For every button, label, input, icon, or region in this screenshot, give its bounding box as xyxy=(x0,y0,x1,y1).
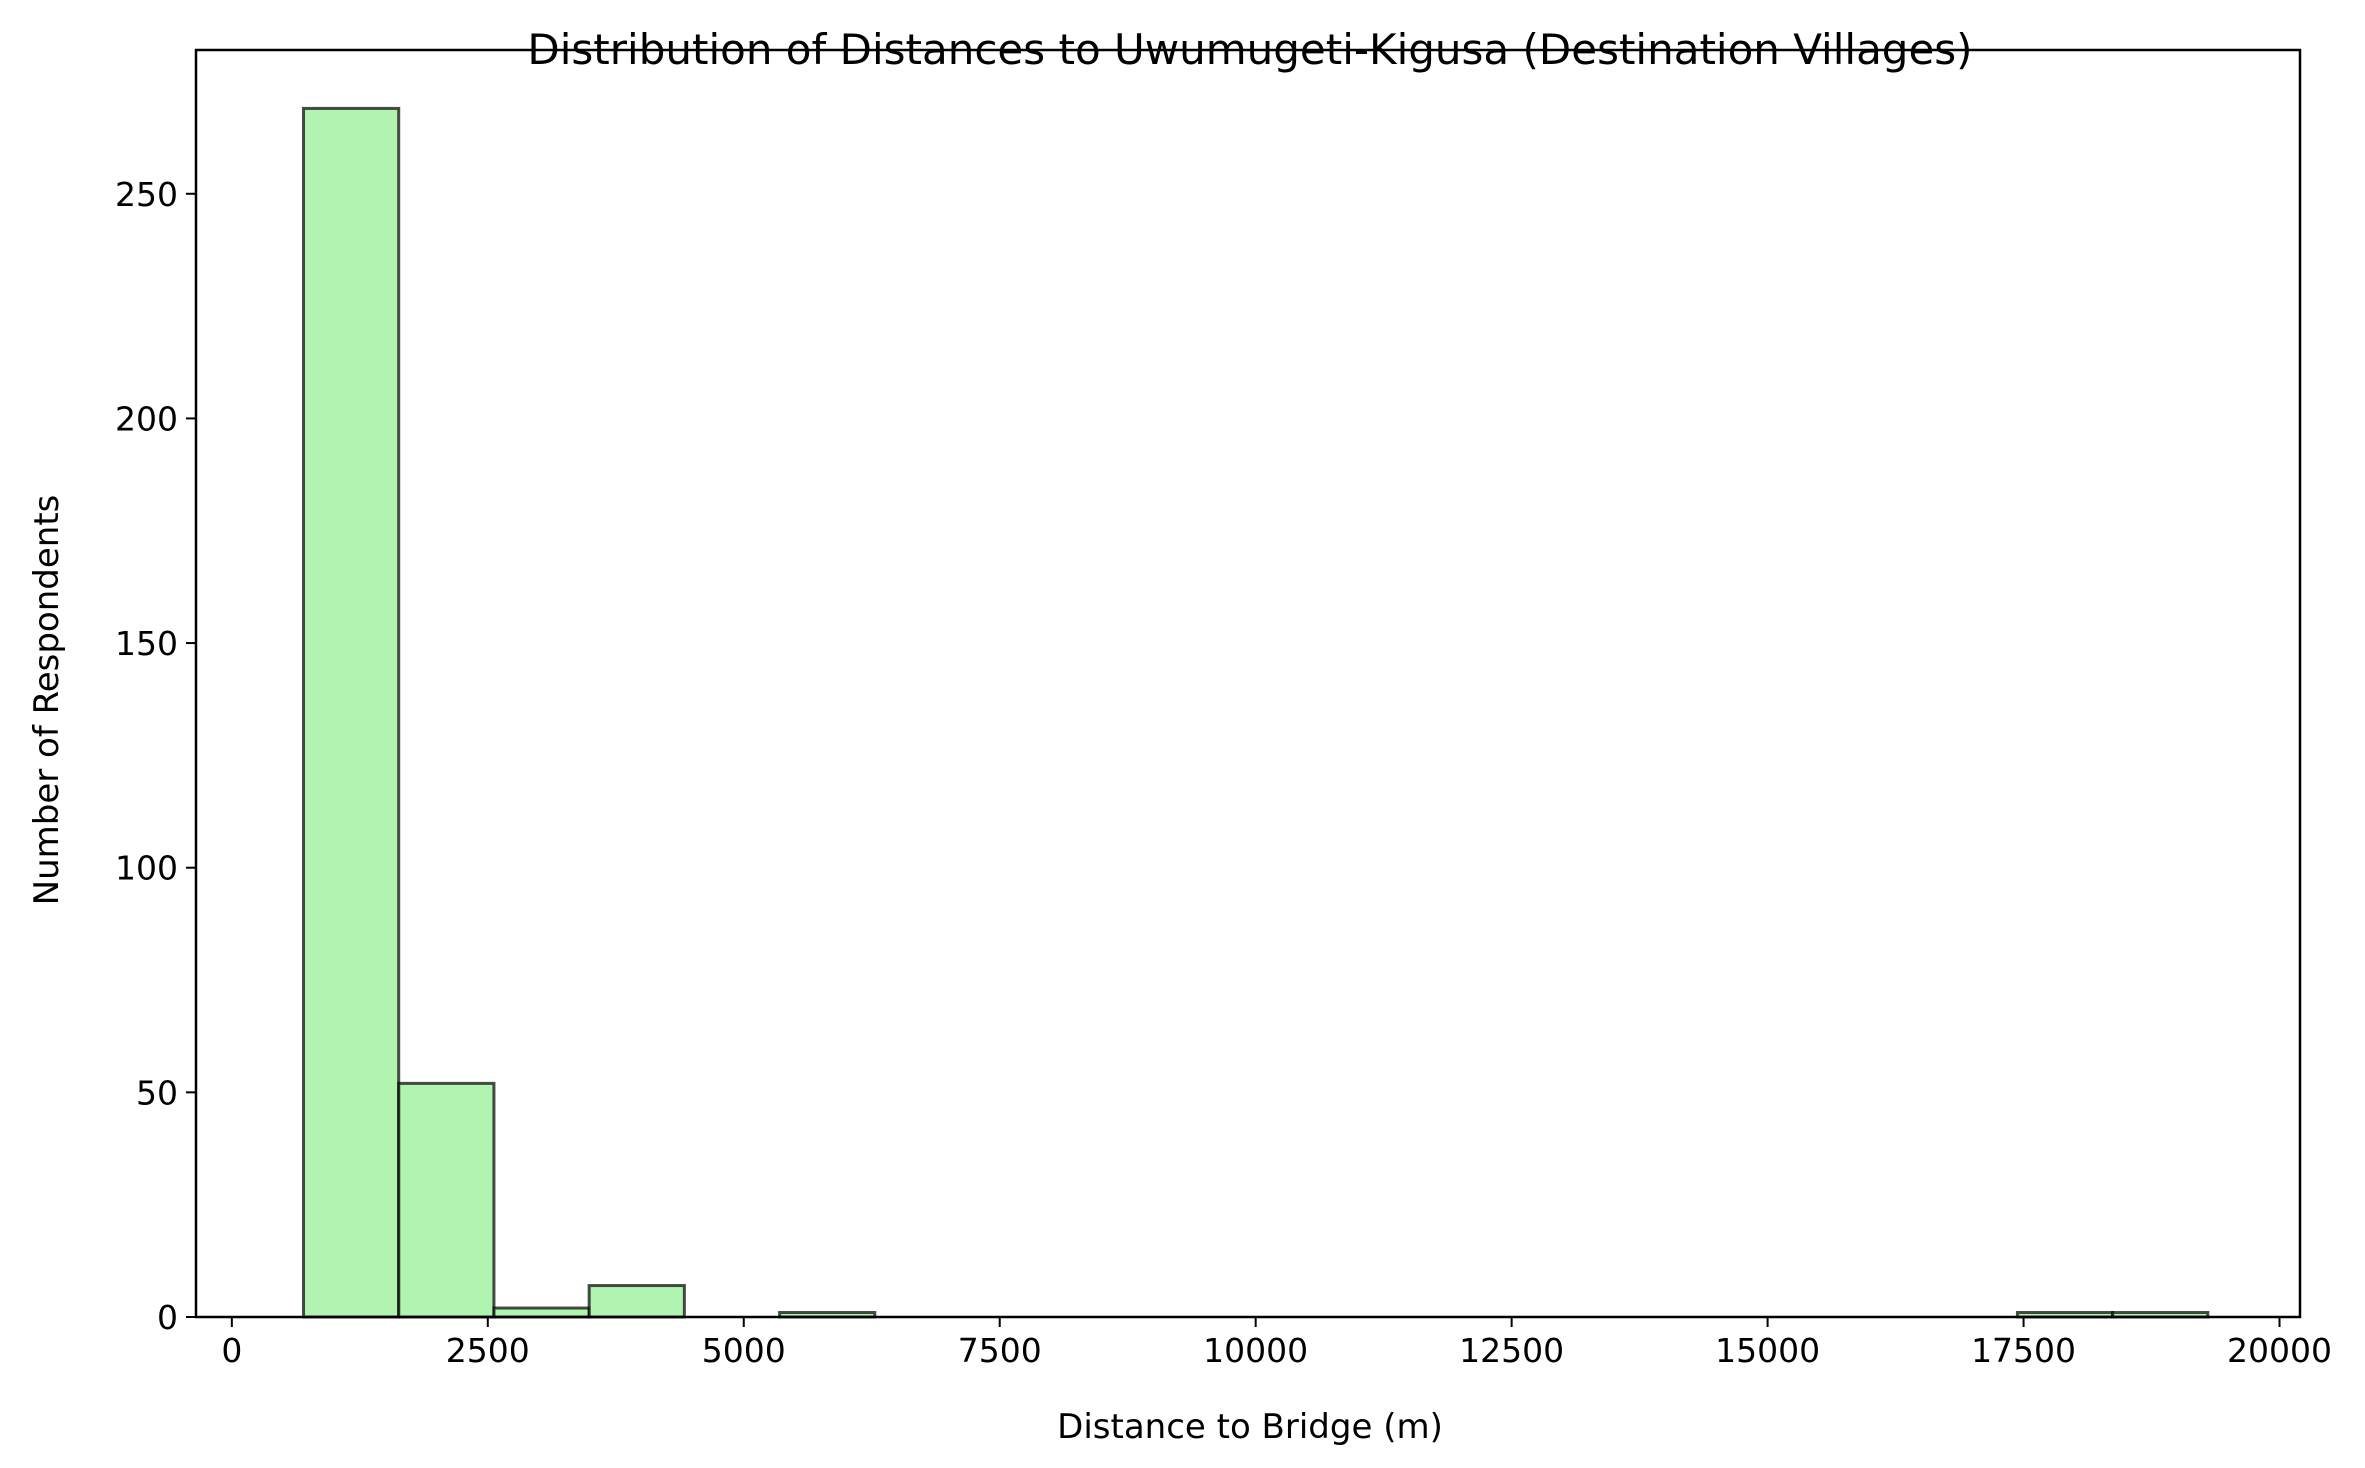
y-tick-label-1: 50 xyxy=(136,1073,178,1112)
x-tick-label-2: 5000 xyxy=(702,1331,786,1370)
x-axis-label: Distance to Bridge (m) xyxy=(1057,1407,1443,1447)
histogram-bar-0 xyxy=(302,106,401,1319)
x-tick-label-6: 15000 xyxy=(1715,1331,1820,1370)
y-tick-label-2: 100 xyxy=(115,849,178,888)
x-tick-label-4: 10000 xyxy=(1203,1331,1308,1370)
x-axis-ticks: 0 2500 5000 7500 10000 12500 15000 17500 20000 xyxy=(221,1317,2332,1370)
y-axis-label: Number of Respondents xyxy=(27,495,67,906)
y-tick-label-5: 250 xyxy=(115,175,178,214)
histogram-bar-1 xyxy=(397,1081,496,1319)
plot-frame xyxy=(194,48,2302,1319)
y-tick-label-0: 0 xyxy=(157,1298,178,1337)
histogram-bar-3 xyxy=(587,1284,686,1319)
histogram-bar-2 xyxy=(492,1306,591,1319)
x-tick-label-7: 17500 xyxy=(1971,1331,2076,1370)
x-tick-label-1: 2500 xyxy=(446,1331,530,1370)
y-tick-label-3: 150 xyxy=(115,624,178,663)
y-tick-label-4: 200 xyxy=(115,399,178,438)
x-tick-label-8: 20000 xyxy=(2227,1331,2332,1370)
x-tick-label-3: 7500 xyxy=(958,1331,1042,1370)
x-tick-label-5: 12500 xyxy=(1459,1331,1564,1370)
x-tick-label-0: 0 xyxy=(221,1331,242,1370)
y-axis-ticks: 0 50 100 150 200 250 xyxy=(115,175,196,1337)
